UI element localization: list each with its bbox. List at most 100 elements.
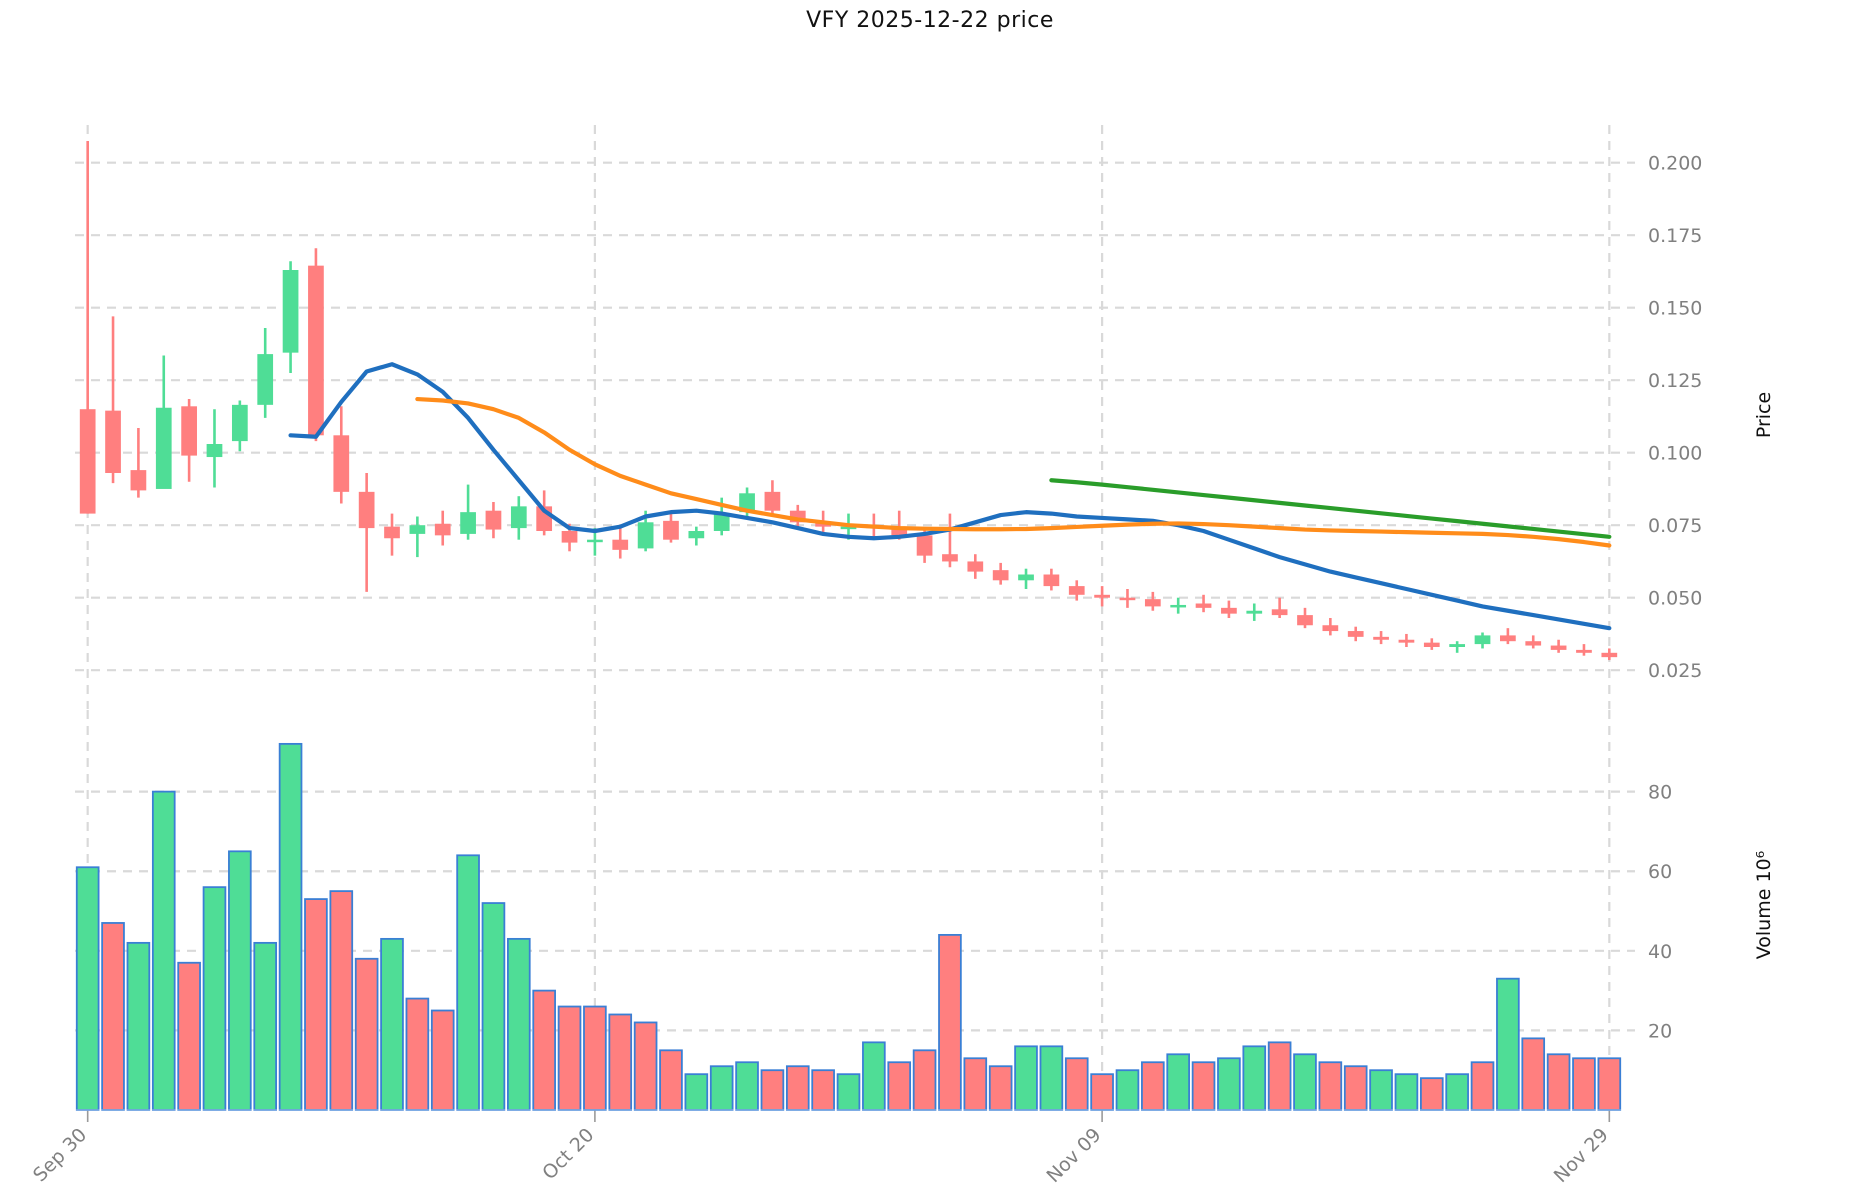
- volume-bar: [1090, 1073, 1114, 1111]
- price-ytick-label: 0.050: [1648, 588, 1702, 610]
- candle-body: [840, 526, 857, 530]
- volume-bar: [481, 902, 506, 1111]
- candle-body: [206, 444, 223, 458]
- candle-body: [181, 406, 197, 456]
- candle-body: [1423, 642, 1440, 647]
- candlestick-series: [79, 140, 1618, 661]
- candle-body: [663, 520, 679, 540]
- x-tick-label: Nov 29: [1550, 1124, 1613, 1187]
- candle-body: [510, 506, 527, 529]
- candle-body: [815, 522, 832, 527]
- candle-body: [1500, 635, 1516, 642]
- volume-bar: [912, 1049, 937, 1111]
- candle-body: [1398, 639, 1415, 643]
- candle-body: [460, 512, 476, 534]
- candle-body: [942, 554, 958, 562]
- candle-body: [1018, 574, 1034, 581]
- volume-bar: [101, 922, 125, 1111]
- volume-bar: [1572, 1057, 1596, 1111]
- volume-ytick-label: 40: [1648, 941, 1672, 963]
- volume-bar: [1496, 977, 1520, 1111]
- volume-bar: [304, 898, 328, 1111]
- candle-body: [916, 535, 933, 556]
- volume-bar: [1470, 1061, 1495, 1111]
- volume-bar: [329, 890, 354, 1111]
- candle-body: [1043, 574, 1060, 587]
- price-ytick-label: 0.125: [1648, 370, 1702, 392]
- chart-title: VFY 2025-12-22 price: [806, 8, 1054, 33]
- volume-bar: [1293, 1053, 1317, 1111]
- candle-body: [358, 491, 375, 529]
- candle-body: [1144, 599, 1161, 607]
- ma-line-ma-mid: [415, 396, 1612, 548]
- candle-body: [789, 510, 806, 523]
- ma-line-ma-short: [288, 362, 1612, 631]
- price-ytick-label: 0.175: [1648, 225, 1702, 247]
- volume-bar: [1217, 1057, 1241, 1111]
- candle-body: [637, 522, 654, 549]
- candle-body: [1576, 649, 1592, 653]
- volume-bar: [405, 997, 430, 1111]
- candle-body: [1271, 609, 1288, 616]
- candle-body: [739, 493, 755, 513]
- volume-bar: [887, 1061, 912, 1111]
- volume-ytick-label: 80: [1648, 782, 1672, 804]
- volume-bar: [380, 937, 404, 1111]
- volume-bar: [988, 1065, 1013, 1111]
- price-ytick-label: 0.100: [1648, 443, 1702, 465]
- volume-bar: [278, 742, 303, 1111]
- candle-body: [967, 561, 984, 572]
- candle-body: [713, 513, 730, 531]
- candle-body: [257, 354, 274, 405]
- volume-bar: [1166, 1053, 1190, 1111]
- price-ytick-label: 0.075: [1648, 515, 1702, 537]
- volume-bar: [684, 1073, 709, 1111]
- candle-body: [612, 539, 629, 550]
- candle-body: [1550, 645, 1567, 650]
- volume-bar: [1267, 1041, 1292, 1111]
- volume-bar: [1343, 1065, 1368, 1111]
- volume-ytick-label: 60: [1648, 861, 1672, 883]
- candle-body: [992, 570, 1009, 581]
- candle-body: [333, 435, 350, 492]
- candle-body: [1474, 635, 1491, 645]
- volume-bar: [354, 957, 379, 1111]
- volume-bar: [75, 866, 100, 1111]
- volume-bar: [1242, 1045, 1267, 1111]
- price-ytick-label: 0.150: [1648, 298, 1702, 320]
- volume-bar: [1318, 1061, 1343, 1111]
- volume-bar: [633, 1021, 658, 1111]
- candle-body: [891, 526, 908, 536]
- candle-body: [764, 491, 781, 511]
- candle-body: [1347, 631, 1364, 637]
- candle-body: [231, 404, 248, 442]
- candle-body: [587, 539, 603, 543]
- volume-bar: [532, 989, 556, 1111]
- candle-body: [79, 409, 96, 514]
- candle-body: [434, 523, 451, 536]
- volume-bar: [228, 850, 252, 1111]
- candle-body: [282, 270, 299, 353]
- candle-body: [1195, 603, 1212, 608]
- volume-bar: [202, 886, 227, 1111]
- candle-body: [409, 525, 426, 534]
- candle-body: [485, 510, 502, 530]
- price-ytick-label: 0.200: [1648, 153, 1702, 175]
- volume-bar: [963, 1057, 988, 1111]
- volume-series: [75, 742, 1622, 1111]
- volume-bar: [836, 1073, 861, 1111]
- volume-bar: [430, 1009, 455, 1111]
- candle-body: [688, 531, 705, 539]
- volume-ytick-label: 20: [1648, 1020, 1672, 1042]
- volume-bar: [785, 1065, 810, 1111]
- volume-bar: [151, 790, 176, 1111]
- volume-bar: [177, 961, 201, 1111]
- x-tick-label: Nov 09: [1042, 1124, 1105, 1187]
- volume-bar: [1141, 1061, 1165, 1111]
- candle-body: [1221, 607, 1237, 614]
- candle-body: [130, 470, 147, 491]
- volume-bar: [1419, 1077, 1444, 1111]
- candle-body: [1170, 604, 1187, 608]
